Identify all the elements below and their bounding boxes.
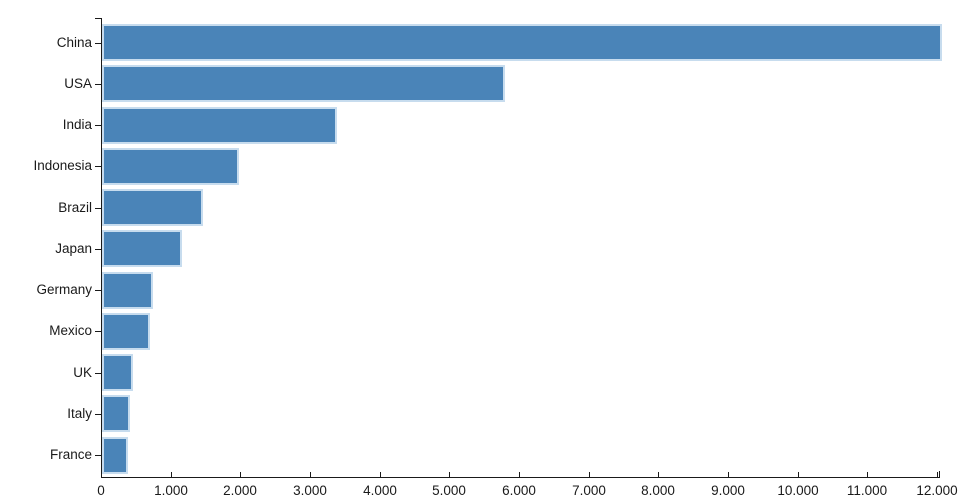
x-tick-9.000 [728, 472, 729, 477]
y-tick-mexico [95, 331, 101, 332]
x-tick-6.000 [519, 472, 520, 477]
y-axis-label-france: France [49, 447, 92, 462]
y-axis-label-india: India [62, 117, 92, 132]
y-tick-brazil [95, 208, 101, 209]
y-axis-label-indonesia: Indonesia [33, 158, 92, 173]
x-tick-label-4.000: 4.000 [363, 483, 397, 498]
y-axis-label-usa: USA [64, 76, 92, 91]
x-tick-8.000 [658, 472, 659, 477]
y-tick-france [95, 455, 101, 456]
x-tick-label-9.000: 9.000 [711, 483, 745, 498]
y-tick-indonesia [95, 166, 101, 167]
x-tick-label-0: 0 [97, 483, 105, 498]
bar-usa [102, 65, 505, 102]
y-axis-label-uk: UK [73, 365, 92, 380]
y-tick-germany [95, 290, 101, 291]
x-tick-label-2.000: 2.000 [223, 483, 257, 498]
y-tick-japan [95, 249, 101, 250]
y-axis-line [101, 18, 102, 477]
x-tick-label-5.000: 5.000 [432, 483, 466, 498]
x-tick-5.000 [449, 472, 450, 477]
y-axis-label-italy: Italy [67, 406, 92, 421]
x-axis-outer-tick [939, 471, 940, 477]
bar-mexico [102, 313, 150, 350]
x-tick-label-11.000: 11.000 [846, 483, 888, 498]
bar-china [102, 24, 942, 61]
y-axis-label-japan: Japan [55, 241, 92, 256]
x-tick-7.000 [589, 472, 590, 477]
bar-germany [102, 272, 153, 309]
y-axis-label-mexico: Mexico [49, 323, 92, 338]
x-tick-label-7.000: 7.000 [572, 483, 606, 498]
y-axis-label-china: China [56, 35, 92, 50]
bar-uk [102, 354, 133, 391]
bar-brazil [102, 189, 203, 226]
x-tick-2.000 [240, 472, 241, 477]
y-axis-label-germany: Germany [36, 282, 92, 297]
x-tick-label-10.000: 10.000 [777, 483, 819, 498]
x-tick-0 [101, 472, 102, 477]
bar-japan [102, 230, 182, 267]
x-tick-12.000 [937, 472, 938, 477]
x-tick-11.000 [867, 472, 868, 477]
bar-indonesia [102, 148, 239, 185]
x-tick-label-1.000: 1.000 [154, 483, 188, 498]
y-tick-india [95, 125, 101, 126]
x-tick-1.000 [171, 472, 172, 477]
x-tick-label-3.000: 3.000 [293, 483, 327, 498]
bar-france [102, 437, 128, 474]
bar-india [102, 107, 337, 144]
y-tick-usa [95, 84, 101, 85]
x-tick-3.000 [310, 472, 311, 477]
y-tick-china [95, 43, 101, 44]
x-tick-label-6.000: 6.000 [502, 483, 536, 498]
x-tick-label-12.000: 12.000 [916, 483, 958, 498]
bar-italy [102, 395, 130, 432]
x-tick-10.000 [798, 472, 799, 477]
y-axis-outer-tick [95, 18, 101, 19]
x-axis-line [101, 477, 940, 478]
y-tick-italy [95, 414, 101, 415]
y-tick-uk [95, 373, 101, 374]
x-tick-4.000 [380, 472, 381, 477]
y-axis-label-brazil: Brazil [58, 200, 92, 215]
x-tick-label-8.000: 8.000 [641, 483, 675, 498]
